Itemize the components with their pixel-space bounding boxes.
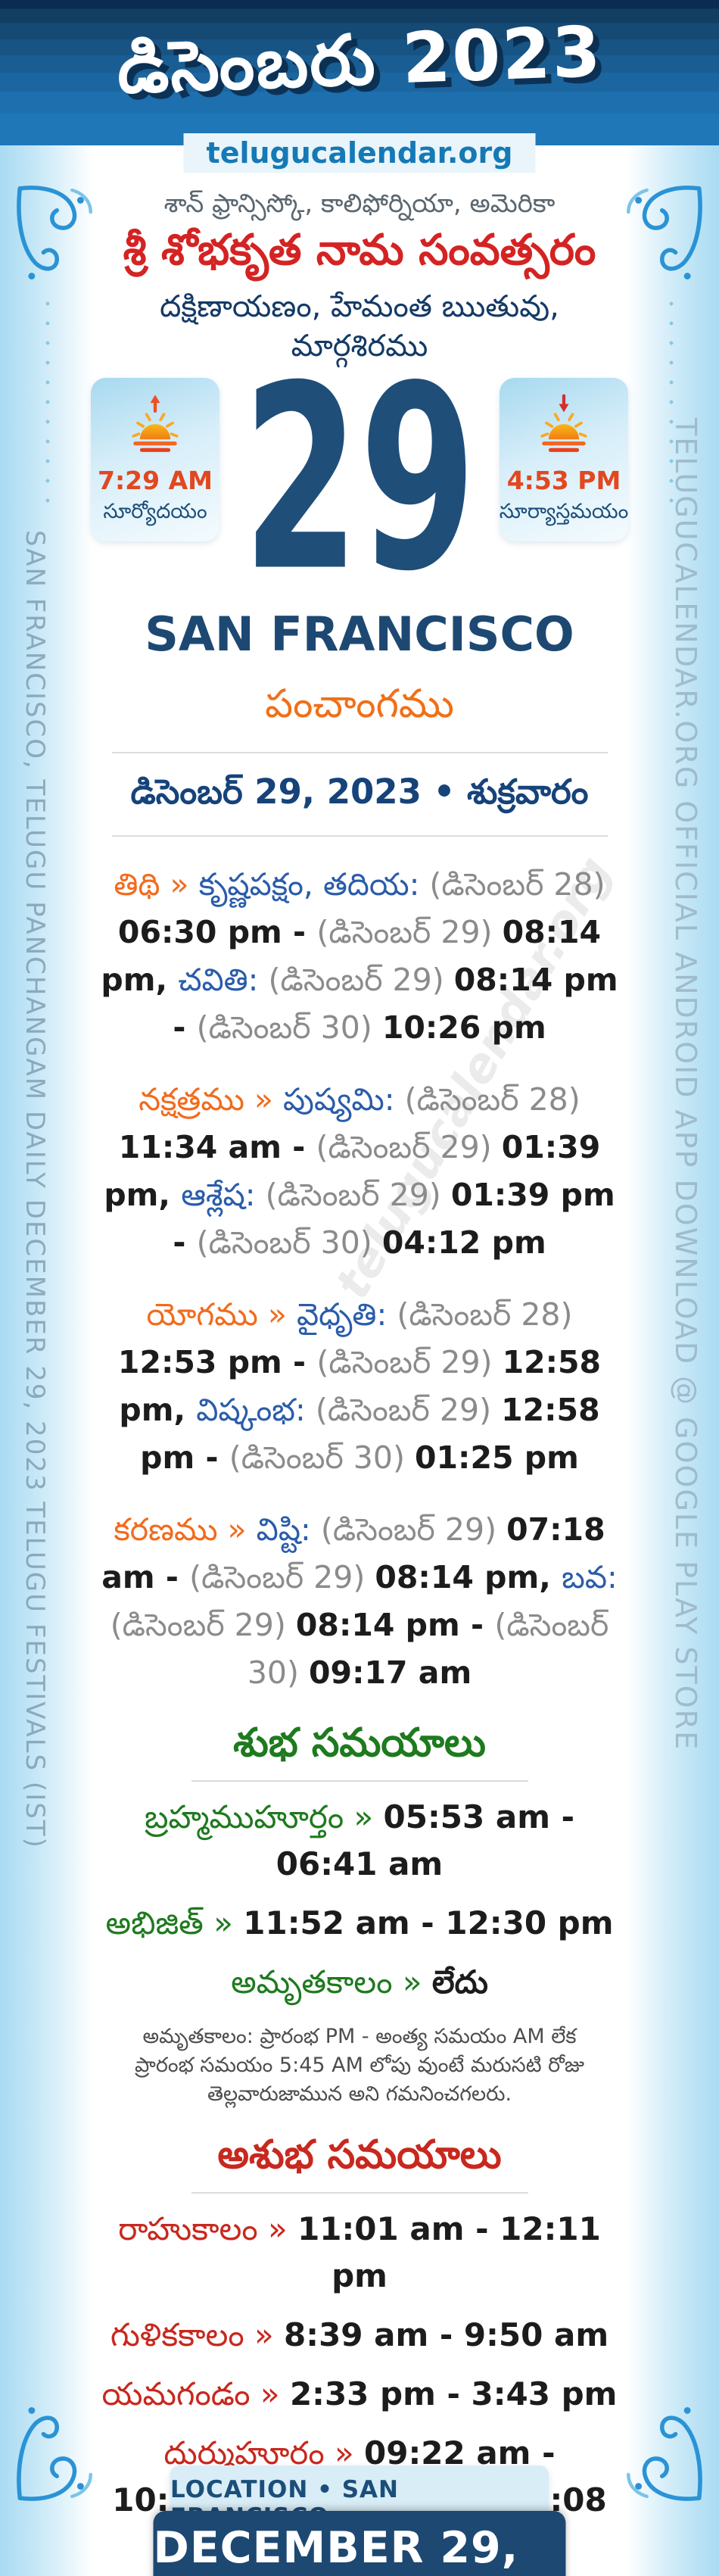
sunset-label: సూర్యాస్తమయం xyxy=(499,499,629,523)
brahma-muhurtham-row: బ్రహ్మముహూర్తం » 05:53 am - 06:41 am xyxy=(144,1798,575,1882)
sunset-card: 4:53 PM సూర్యాస్తమయం xyxy=(500,378,628,541)
divider xyxy=(191,1780,528,1782)
tithi-row: తిథి » కృష్ణపక్షం, తదియ: (డిసెంబర్ 28) 0… xyxy=(101,866,618,1046)
rahukalam-row: రాహుకాలం » 11:01 am - 12:11 pm xyxy=(118,2210,601,2294)
day-number: 29 xyxy=(242,331,477,627)
corner-flourish-icon xyxy=(17,186,92,280)
amrutakalam-row: అమృతకాలం » లేదు xyxy=(231,1963,488,2001)
corner-flourish-icon xyxy=(627,186,702,280)
corner-flourish-icon xyxy=(17,2406,92,2501)
nakshatram-row: నక్షత్రము » పుష్యమి: (డిసెంబర్ 28) 11:34… xyxy=(104,1081,615,1261)
ayanam-line: దక్షిణాయణం, హేమంత ఋతువు, మార్గశిరము xyxy=(160,289,559,363)
location-line: శాన్ ఫ్రాన్సిస్కో, కాలిఫోర్నియా, అమెరికా xyxy=(163,189,556,219)
gulikakalam-row: గుళికకాలం » 8:39 am - 9:50 am xyxy=(110,2316,609,2353)
sunset-time: 4:53 PM xyxy=(506,465,621,495)
karanam-row: కరణము » విష్టి: (డిసెంబర్ 29) 07:18 am -… xyxy=(101,1511,618,1691)
left-watermark-text: SAN FRANCISCO, TELUGU PANCHANGAM DAILY D… xyxy=(20,530,50,1849)
date-box: DECEMBER 29, 2023 xyxy=(153,2511,566,2576)
header-banner: డిసెంబరు 2023 xyxy=(0,0,719,145)
month-title: డిసెంబరు 2023 xyxy=(115,11,604,110)
right-side-band xyxy=(627,145,719,2576)
right-watermark-text: TELUGUCALENDAR.ORG OFFICIAL ANDROID APP … xyxy=(669,418,702,1751)
left-side-band xyxy=(0,145,92,2576)
dotted-line-ornament xyxy=(668,297,675,513)
inauspicious-heading: అశుభ సమయాలు xyxy=(217,2132,502,2178)
sunrise-label: సూర్యోదయం xyxy=(103,499,207,523)
divider xyxy=(111,835,608,837)
day-summary-row: 7:29 AM సూర్యోదయం 29 xyxy=(91,352,628,607)
sunrise-icon xyxy=(132,394,179,452)
corner-flourish-icon xyxy=(627,2406,702,2501)
yamagandam-row: యమగండం » 2:33 pm - 3:43 pm xyxy=(101,2375,618,2412)
site-badge[interactable]: telugucalendar.org xyxy=(183,133,536,173)
divider xyxy=(191,2192,528,2194)
sunrise-card: 7:29 AM సూర్యోదయం xyxy=(91,378,219,541)
abhijit-row: అభిజిత్ » 11:52 am - 12:30 pm xyxy=(105,1904,614,1941)
auspicious-heading: శుభ సమయాలు xyxy=(233,1720,486,1766)
date-line: డిసెంబర్ 29, 2023 • శుక్రవారం xyxy=(130,772,589,812)
sunset-icon xyxy=(540,394,587,452)
panchangam-title: పంచాంగము xyxy=(265,681,454,727)
city-title: SAN FRANCISCO xyxy=(145,607,574,662)
divider xyxy=(111,752,608,753)
samvatsaram-line: శ్రీ శోభకృత నామ సంవత్సరం xyxy=(123,226,596,275)
sunrise-time: 7:29 AM xyxy=(98,465,213,495)
amrutakalam-note: అమృతకాలం: ప్రారంభ PM - అంత్య సమయం AM లేక… xyxy=(135,2025,584,2106)
yogam-row: యోగము » వైధృతి: (డిసెంబర్ 28) 12:53 pm -… xyxy=(117,1296,602,1476)
dotted-line-ornament xyxy=(44,297,51,513)
main-content: శాన్ ఫ్రాన్సిస్కో, కాలిఫోర్నియా, అమెరికా… xyxy=(91,145,628,2576)
